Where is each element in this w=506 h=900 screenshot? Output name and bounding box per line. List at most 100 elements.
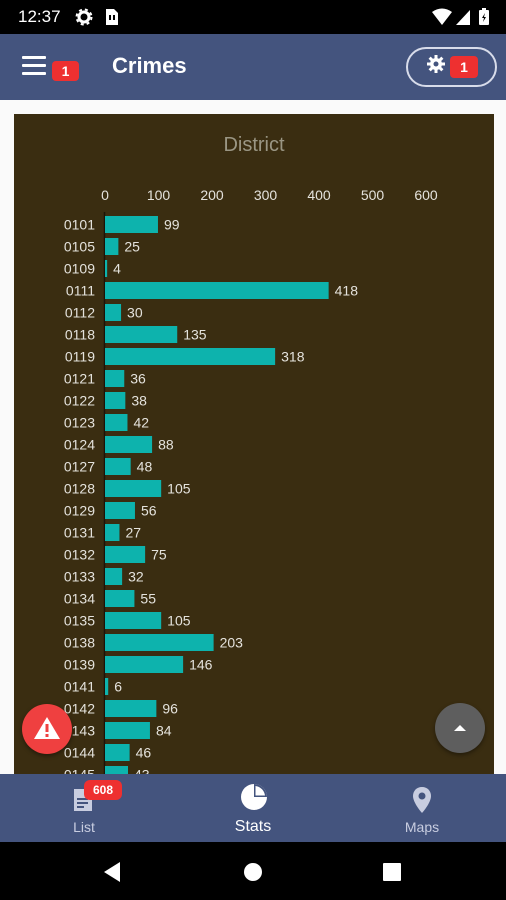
wifi-icon xyxy=(432,8,452,25)
bar xyxy=(105,458,131,475)
arrow-up-icon xyxy=(454,725,466,731)
bar xyxy=(105,722,150,739)
bar xyxy=(105,700,157,717)
bar xyxy=(105,348,276,365)
bar-chart: 0 100 200 300 400 500 600 0101 99 0105 25 0109 4 0111… xyxy=(64,187,438,775)
category-label: 0109 xyxy=(64,261,95,277)
nav-stats-label: Stats xyxy=(234,818,272,835)
x-tick-label: 500 xyxy=(361,187,385,203)
signal-icon xyxy=(456,10,470,25)
bar xyxy=(105,634,214,651)
category-label: 0144 xyxy=(64,745,95,761)
data-label: 203 xyxy=(220,635,244,651)
data-label: 84 xyxy=(156,723,172,739)
recents-icon[interactable] xyxy=(383,863,401,881)
bottom-nav: 608 List Stats Maps xyxy=(0,774,506,842)
category-label: 0101 xyxy=(64,217,95,233)
home-icon[interactable] xyxy=(243,862,263,882)
data-label: 55 xyxy=(140,591,156,607)
bar xyxy=(105,216,158,233)
category-label: 0112 xyxy=(65,305,95,321)
category-label: 0138 xyxy=(64,635,95,651)
category-label: 0139 xyxy=(64,657,95,673)
data-label: 418 xyxy=(335,283,359,299)
filter-badge: 1 xyxy=(450,56,478,78)
category-label: 0142 xyxy=(64,701,95,717)
data-label: 4 xyxy=(113,261,121,277)
bar xyxy=(105,568,123,585)
data-label: 48 xyxy=(137,459,153,475)
district-chart: District 0 100 200 300 400 500 600 0101 99 0105 25… xyxy=(14,114,494,774)
nav-stats[interactable]: Stats xyxy=(169,774,337,842)
nav-maps-label: Maps xyxy=(404,819,440,835)
category-label: 0145 xyxy=(64,767,95,775)
bar xyxy=(105,260,108,277)
category-label: 0111 xyxy=(66,283,95,299)
bar xyxy=(105,414,128,431)
sim-card-icon xyxy=(106,9,118,25)
category-label: 0141 xyxy=(64,679,95,695)
data-label: 105 xyxy=(167,613,191,629)
menu-icon[interactable] xyxy=(22,56,46,76)
data-label: 25 xyxy=(124,239,140,255)
data-label: 6 xyxy=(114,679,122,695)
bar xyxy=(105,392,126,409)
x-tick-label: 600 xyxy=(414,187,438,203)
x-tick-label: 400 xyxy=(307,187,331,203)
x-tick-label: 200 xyxy=(200,187,224,203)
list-badge: 608 xyxy=(84,780,122,800)
data-label: 105 xyxy=(167,481,191,497)
category-label: 0121 xyxy=(64,371,95,387)
bar xyxy=(105,480,162,497)
category-label: 0118 xyxy=(65,327,95,343)
bar xyxy=(105,304,122,321)
category-label: 0128 xyxy=(64,481,95,497)
stats-content[interactable]: District 0 100 200 300 400 500 600 0101 99 0105 25… xyxy=(0,100,506,774)
bar xyxy=(105,436,153,453)
menu-badge: 1 xyxy=(52,61,79,81)
x-tick-label: 300 xyxy=(254,187,278,203)
nav-maps[interactable]: Maps xyxy=(338,774,506,842)
data-label: 88 xyxy=(158,437,174,453)
data-label: 36 xyxy=(130,371,146,387)
map-pin-icon xyxy=(413,787,431,813)
x-tick-label: 0 xyxy=(101,187,109,203)
category-label: 0135 xyxy=(64,613,95,629)
data-label: 318 xyxy=(281,349,305,365)
app-bar: 1 Crimes 1 xyxy=(0,34,506,100)
filter-button[interactable]: 1 xyxy=(406,47,497,87)
gear-icon xyxy=(427,55,445,73)
bar xyxy=(105,744,130,761)
scroll-top-button[interactable] xyxy=(435,703,485,753)
data-label: 43 xyxy=(134,767,150,775)
category-label: 0127 xyxy=(64,459,95,475)
category-label: 0131 xyxy=(64,525,95,541)
settings-notification-icon xyxy=(75,8,93,26)
bar xyxy=(105,502,135,519)
x-tick-label: 100 xyxy=(147,187,171,203)
pie-chart-icon xyxy=(241,784,267,810)
bar xyxy=(105,656,184,673)
bar xyxy=(105,238,119,255)
bar xyxy=(105,282,329,299)
category-label: 0133 xyxy=(64,569,95,585)
battery-icon xyxy=(479,8,489,25)
data-label: 30 xyxy=(127,305,143,321)
category-label: 0123 xyxy=(64,415,95,431)
category-label: 0129 xyxy=(64,503,95,519)
nav-list-label: List xyxy=(73,819,95,835)
category-label: 0122 xyxy=(64,393,95,409)
category-label: 0124 xyxy=(64,437,95,453)
data-label: 146 xyxy=(189,657,213,673)
nav-list[interactable]: 608 List xyxy=(0,774,168,842)
category-label: 0105 xyxy=(64,239,95,255)
bar xyxy=(105,326,178,343)
data-label: 38 xyxy=(131,393,147,409)
back-icon[interactable] xyxy=(102,861,122,883)
report-crime-button[interactable] xyxy=(22,704,72,754)
data-label: 135 xyxy=(183,327,207,343)
page-title: Crimes xyxy=(112,53,187,78)
chart-title: District xyxy=(223,134,285,156)
data-label: 46 xyxy=(136,745,152,761)
bar xyxy=(105,590,135,607)
